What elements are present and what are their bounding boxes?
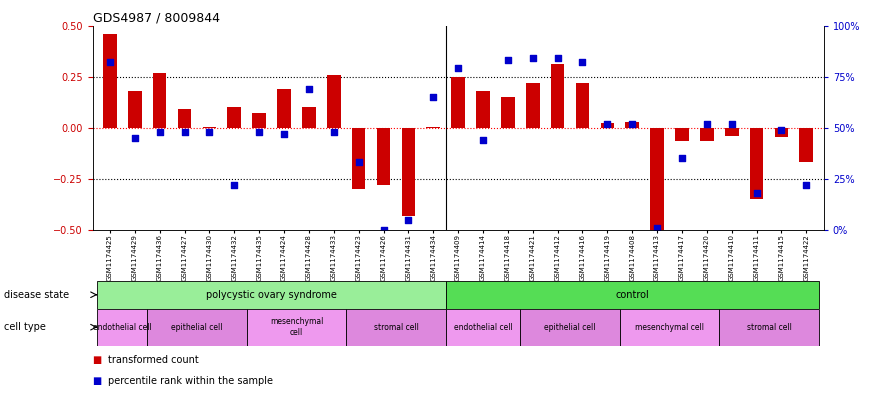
Bar	[346, 309, 446, 346]
Bar	[446, 281, 818, 309]
Bar	[147, 309, 247, 346]
Point	[277, 131, 291, 137]
Bar	[98, 309, 147, 346]
Bar	[128, 91, 142, 128]
Text: transformed count: transformed count	[108, 354, 199, 365]
Text: stromal cell: stromal cell	[746, 323, 791, 332]
Bar	[601, 123, 614, 128]
Point	[402, 217, 416, 223]
Text: endothelial cell: endothelial cell	[454, 323, 513, 332]
Point	[476, 137, 490, 143]
Point	[128, 135, 142, 141]
Point	[750, 190, 764, 196]
Point	[626, 121, 640, 127]
Text: ■: ■	[93, 376, 101, 386]
Text: disease state: disease state	[4, 290, 70, 300]
Text: epithelial cell: epithelial cell	[544, 323, 596, 332]
Bar	[700, 128, 714, 141]
Text: mesenchymal
cell: mesenchymal cell	[270, 318, 323, 337]
Point	[526, 55, 540, 61]
Text: percentile rank within the sample: percentile rank within the sample	[108, 376, 273, 386]
Bar	[402, 128, 415, 216]
Bar	[719, 309, 818, 346]
Bar	[426, 127, 440, 128]
Text: control: control	[615, 290, 649, 300]
Bar	[799, 128, 813, 162]
Point	[177, 129, 191, 135]
Bar	[501, 97, 515, 128]
Bar	[152, 73, 167, 128]
Bar	[451, 77, 465, 128]
Point	[152, 129, 167, 135]
Bar	[526, 83, 539, 128]
Point	[302, 86, 316, 92]
Text: epithelial cell: epithelial cell	[171, 323, 223, 332]
Bar	[98, 281, 446, 309]
Point	[575, 59, 589, 66]
Point	[426, 94, 440, 100]
Point	[551, 55, 565, 61]
Bar	[377, 128, 390, 185]
Text: ■: ■	[93, 354, 101, 365]
Point	[799, 182, 813, 188]
Text: mesenchymal cell: mesenchymal cell	[635, 323, 704, 332]
Point	[451, 65, 465, 72]
Bar	[521, 309, 620, 346]
Point	[203, 129, 217, 135]
Point	[103, 59, 117, 66]
Bar	[476, 91, 490, 128]
Bar	[302, 107, 315, 128]
Bar	[178, 109, 191, 128]
Bar	[575, 83, 589, 128]
Bar	[227, 107, 241, 128]
Bar	[203, 127, 216, 128]
Text: stromal cell: stromal cell	[374, 323, 418, 332]
Point	[675, 155, 689, 162]
Bar	[725, 128, 738, 136]
Bar	[626, 121, 639, 128]
Bar	[252, 114, 266, 128]
Bar	[446, 309, 521, 346]
Bar	[551, 64, 565, 128]
Point	[327, 129, 341, 135]
Point	[500, 57, 515, 63]
Point	[700, 121, 714, 127]
Point	[376, 227, 390, 233]
Bar	[620, 309, 719, 346]
Bar	[675, 128, 689, 141]
Point	[650, 225, 664, 231]
Point	[725, 121, 739, 127]
Bar	[247, 309, 346, 346]
Point	[227, 182, 241, 188]
Point	[252, 129, 266, 135]
Point	[600, 121, 614, 127]
Text: GDS4987 / 8009844: GDS4987 / 8009844	[93, 11, 219, 24]
Bar	[750, 128, 764, 199]
Text: cell type: cell type	[4, 322, 47, 332]
Bar	[774, 128, 788, 137]
Bar	[352, 128, 366, 189]
Point	[774, 127, 788, 133]
Bar	[103, 34, 117, 128]
Text: polycystic ovary syndrome: polycystic ovary syndrome	[206, 290, 337, 300]
Bar	[278, 89, 291, 128]
Text: endothelial cell: endothelial cell	[93, 323, 152, 332]
Bar	[327, 75, 341, 128]
Point	[352, 159, 366, 165]
Bar	[650, 128, 664, 230]
